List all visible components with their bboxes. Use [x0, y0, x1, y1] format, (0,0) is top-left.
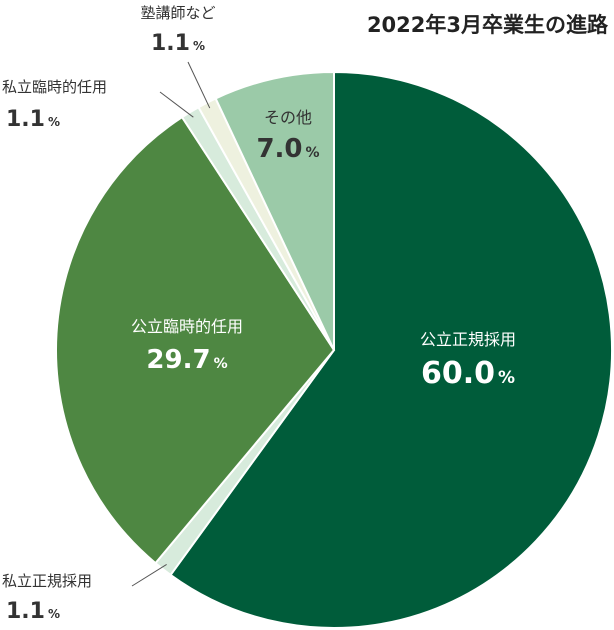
slice-value-2: 29.7% — [146, 345, 227, 375]
slice-5 — [214, 70, 335, 351]
leader-line-3 — [159, 91, 194, 118]
slice-0 — [169, 70, 613, 629]
slice-value-0: 60.0% — [421, 356, 515, 391]
slice-value-5: 7.0% — [256, 134, 319, 164]
slice-value-4: 1.1% — [151, 31, 205, 56]
slice-2 — [55, 115, 336, 565]
slice-value-3: 1.1% — [6, 107, 60, 132]
slice-label-3: 私立臨時的任用 — [2, 78, 107, 96]
chart-title: 2022年3月卒業生の進路 — [367, 13, 609, 37]
slice-label-4: 塾講師など — [140, 4, 215, 22]
slice-value-1: 1.1% — [6, 599, 60, 624]
slice-label-1: 私立正規採用 — [2, 572, 92, 590]
slice-label-0: 公立正規採用 — [420, 330, 516, 349]
leader-line-1 — [131, 563, 167, 587]
slice-label-2: 公立臨時的任用 — [131, 317, 243, 336]
leader-line-4 — [187, 61, 211, 109]
slice-label-5: その他 — [264, 108, 312, 127]
